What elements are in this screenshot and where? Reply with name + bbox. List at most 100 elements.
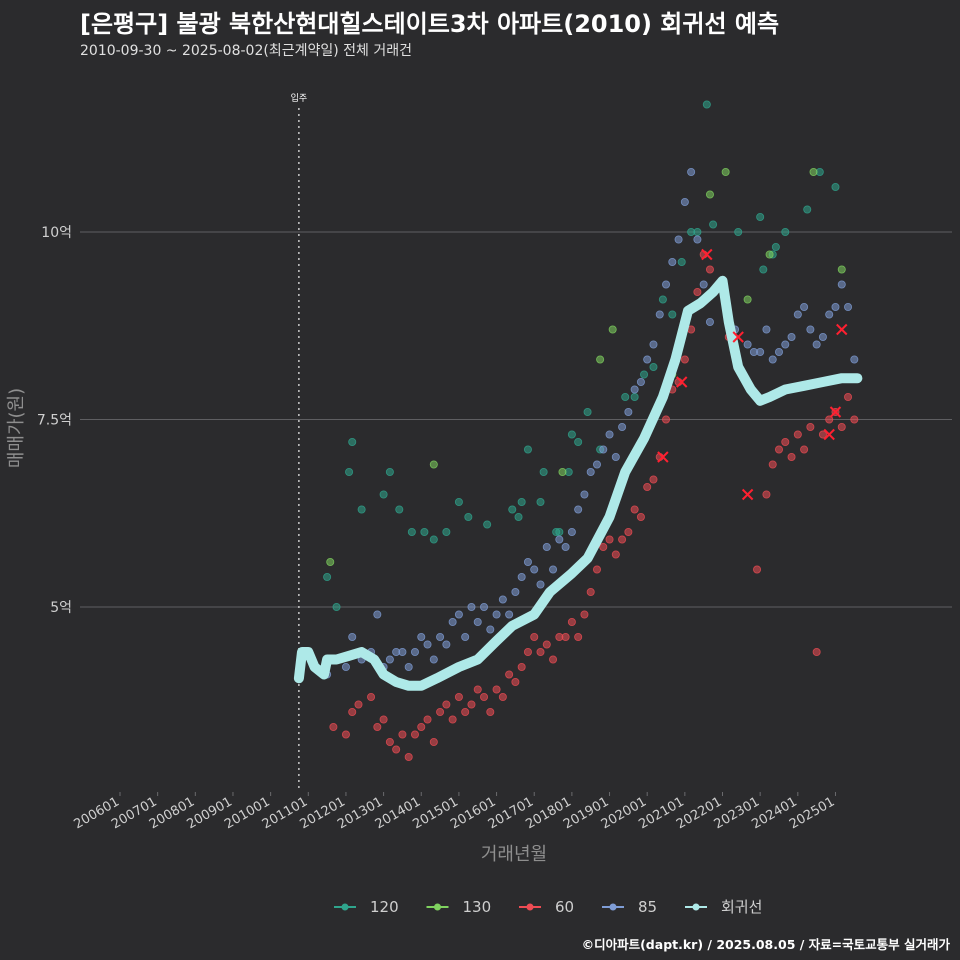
data-point: [803, 205, 812, 214]
data-point: [765, 250, 774, 259]
source-caption: ©디아파트(dapt.kr) / 2025.08.05 / 자료=국토교통부 실…: [581, 937, 950, 952]
data-point: [643, 355, 652, 364]
data-point: [806, 325, 815, 334]
data-point: [709, 220, 718, 229]
data-point: [436, 708, 445, 717]
data-point: [580, 490, 589, 499]
data-point: [693, 287, 702, 296]
data-point: [756, 212, 765, 221]
data-point: [574, 437, 583, 446]
data-point: [743, 295, 752, 304]
x-axis-title: 거래년월: [481, 844, 547, 865]
data-point: [583, 407, 592, 416]
data-point: [480, 603, 489, 612]
grid-lines: [80, 231, 952, 608]
x-marker-stroke: [676, 376, 688, 388]
legend-item: 회귀선: [685, 898, 762, 916]
data-point: [630, 505, 639, 514]
data-point: [517, 573, 526, 582]
data-point: [705, 190, 714, 199]
data-point: [498, 693, 507, 702]
y-tick-label: 5억: [50, 600, 72, 616]
data-point: [523, 445, 532, 454]
data-point: [658, 295, 667, 304]
data-point: [542, 543, 551, 552]
series-120: [323, 100, 840, 612]
data-point: [818, 332, 827, 341]
x-marker-stroke: [823, 428, 835, 441]
data-point: [621, 392, 630, 401]
data-point: [668, 310, 677, 319]
data-point: [630, 385, 639, 394]
data-point: [618, 535, 627, 544]
data-point: [539, 467, 548, 476]
data-point: [536, 648, 545, 657]
legend-label: 85: [638, 898, 657, 916]
data-point: [618, 422, 627, 431]
y-axis-title: 매매가(원): [6, 388, 27, 468]
data-point: [549, 565, 558, 574]
data-points: [323, 100, 859, 762]
data-point: [787, 452, 796, 461]
data-point: [561, 633, 570, 642]
data-point: [781, 227, 790, 236]
data-point: [762, 325, 771, 334]
data-point: [398, 730, 407, 739]
data-point: [611, 550, 620, 559]
x-marker: [732, 331, 744, 343]
data-point: [699, 280, 708, 289]
data-point: [630, 392, 639, 401]
data-point: [536, 497, 545, 506]
data-point: [404, 663, 413, 672]
data-point: [523, 648, 532, 657]
data-point: [818, 430, 827, 439]
data-point: [530, 633, 539, 642]
data-point: [605, 535, 614, 544]
x-marker-stroke: [732, 331, 744, 343]
data-point: [668, 257, 677, 266]
data-point: [643, 482, 652, 491]
x-marker-stroke: [836, 323, 848, 336]
data-point: [567, 618, 576, 627]
data-point: [662, 415, 671, 424]
legend-swatch-dot: [609, 903, 617, 911]
data-point: [357, 505, 366, 514]
data-point: [636, 377, 645, 386]
data-point: [354, 700, 363, 709]
data-point: [379, 490, 388, 499]
data-point: [809, 167, 818, 176]
data-point: [442, 700, 451, 709]
data-point: [774, 445, 783, 454]
data-point: [705, 265, 714, 274]
data-point: [636, 513, 645, 522]
data-point: [461, 708, 470, 717]
data-point: [693, 235, 702, 244]
data-point: [404, 753, 413, 762]
x-marker: [823, 428, 835, 441]
data-point: [649, 340, 658, 349]
y-tick-label: 10억: [41, 225, 72, 241]
data-point: [759, 265, 768, 274]
data-point: [774, 347, 783, 356]
data-point: [850, 355, 859, 364]
data-point: [677, 257, 686, 266]
data-point: [702, 100, 711, 109]
data-point: [442, 528, 451, 537]
x-axis-ticks: 2006012007012008012009012010012011012012…: [72, 792, 837, 832]
data-point: [367, 693, 376, 702]
data-point: [492, 685, 501, 694]
data-point: [429, 460, 438, 469]
data-point: [680, 355, 689, 364]
y-axis-ticks: 5억 7.5억 10억: [37, 225, 72, 616]
x-marker: [676, 376, 688, 388]
data-point: [517, 497, 526, 506]
data-point: [680, 197, 689, 206]
data-point: [454, 497, 463, 506]
data-point: [410, 730, 419, 739]
data-point: [693, 227, 702, 236]
data-point: [483, 520, 492, 529]
data-point: [844, 302, 853, 311]
x-markers: [657, 248, 848, 501]
move-in-marker: 입주: [291, 92, 307, 792]
data-point: [599, 445, 608, 454]
